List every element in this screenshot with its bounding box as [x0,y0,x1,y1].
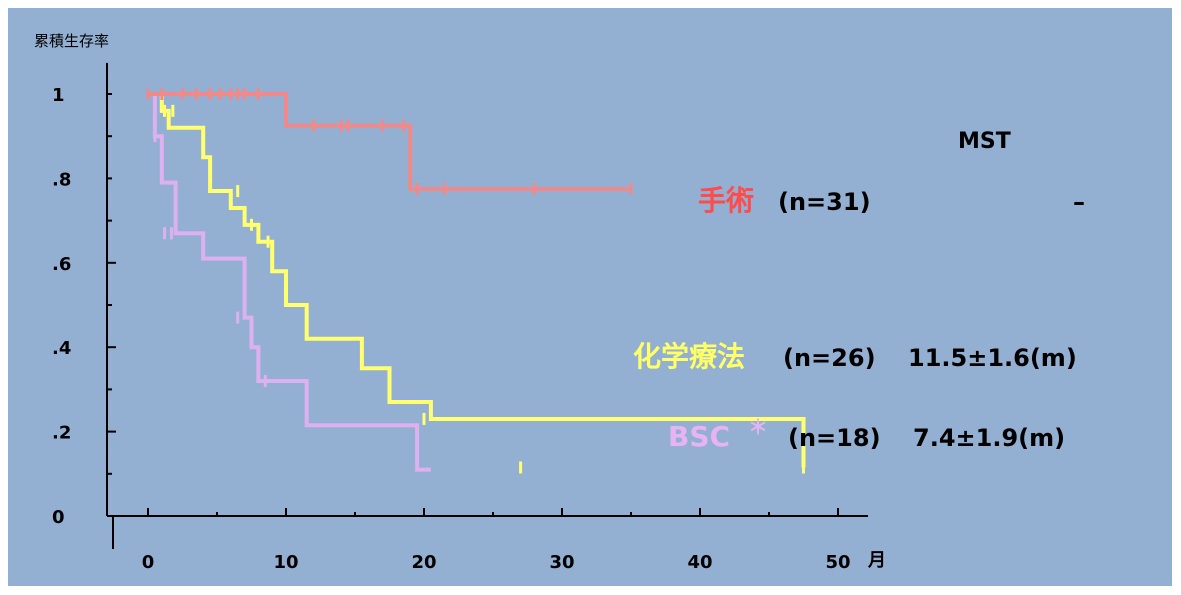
y-tick-label: .8 [52,169,71,190]
legend-name-2: BSC [668,420,730,453]
curves [148,92,806,472]
censor-marks [146,88,805,474]
y-axis-title: 累積生存率 [34,32,109,50]
km-curve-1 [148,92,806,468]
km-curve-0 [148,92,631,191]
y-tick-label: .6 [52,254,71,275]
x-tick-label: 30 [549,552,574,573]
km-curve-2 [148,92,431,472]
x-tick-label: 20 [411,552,436,573]
legend-n-2: (n=18) [788,424,881,452]
legend-name-suffix: ＊ [748,415,768,439]
labels: MST 手術 (n=31) – 化学療法 (n=26) 11.5±1.6(m) BSC ＊ (n=… [633,129,1085,453]
x-tick-label: 0 [142,552,155,573]
legend-n-0: (n=31) [778,188,871,216]
legend-name-1: 化学療法 [633,340,745,373]
x-axis-title: 月 [867,550,886,571]
legend-header-mst: MST [958,129,1011,154]
y-tick-label: 0 [52,507,65,528]
x-tick-label: 40 [687,552,712,573]
legend-name-0: 手術 [698,184,754,217]
y-tick-label: .2 [52,423,71,444]
legend-n-1: (n=26) [783,344,876,372]
x-tick-label: 10 [273,552,298,573]
legend-mst-1: 11.5±1.6(m) [908,344,1077,372]
y-tick-label: .4 [52,338,71,359]
y-tick-label: 1 [52,85,65,106]
chart-panel: 0.2.4.6.8 1 0 10 20 30 40 50 累積生存率月 MST 手術 (n=31) –… [8,8,1172,586]
legend-mst-0: – [1073,188,1085,216]
legend-mst-2: 7.4±1.9(m) [913,424,1065,452]
x-tick-label: 50 [825,552,850,573]
